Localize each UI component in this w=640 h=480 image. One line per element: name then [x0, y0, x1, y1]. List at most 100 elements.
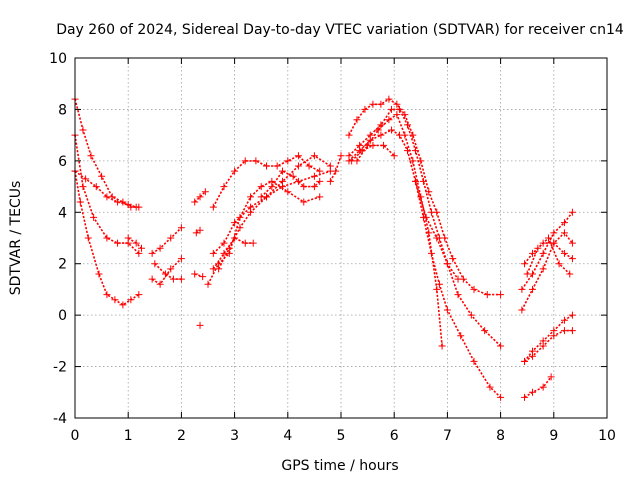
data-point: [518, 285, 526, 293]
y-tick-label: -4: [53, 411, 67, 427]
data-point: [393, 100, 401, 108]
x-tick-label: 2: [177, 428, 186, 444]
data-point: [294, 162, 302, 170]
data-point: [196, 193, 204, 201]
data-point: [523, 270, 531, 278]
series-line: [212, 154, 331, 254]
data-point: [326, 177, 334, 185]
series-line: [212, 236, 254, 270]
series-line: [348, 129, 502, 398]
data-point: [560, 219, 568, 227]
data-point: [79, 183, 87, 191]
data-point: [449, 255, 457, 263]
data-point: [521, 393, 529, 401]
series-track-19: [326, 152, 345, 185]
data-point: [241, 239, 249, 247]
data-point: [177, 255, 185, 263]
x-tick-label: 6: [390, 428, 399, 444]
data-point: [454, 275, 462, 283]
data-point: [385, 116, 393, 124]
data-point: [231, 219, 239, 227]
data-point: [209, 203, 217, 211]
data-point: [156, 280, 164, 288]
data-point: [497, 342, 505, 350]
data-point: [132, 203, 140, 211]
data-point: [305, 162, 313, 170]
series-line: [521, 231, 574, 311]
data-point: [483, 291, 491, 299]
data-point: [529, 347, 537, 355]
data-point: [310, 183, 318, 191]
data-point: [103, 234, 111, 242]
series-track-11: [191, 270, 207, 281]
series-line: [217, 170, 331, 270]
x-tick-label: 4: [283, 428, 292, 444]
data-point: [76, 198, 84, 206]
data-point: [555, 260, 563, 268]
series-line: [154, 263, 182, 280]
x-axis-label: GPS time / hours: [281, 458, 398, 474]
data-point: [467, 311, 475, 319]
data-point: [560, 316, 568, 324]
data-point: [396, 105, 404, 113]
data-point: [151, 260, 159, 268]
data-point: [332, 167, 340, 175]
data-point: [419, 177, 427, 185]
series-track-5: [124, 234, 145, 252]
data-point: [196, 321, 204, 329]
data-point: [257, 183, 265, 191]
data-point: [252, 157, 260, 165]
data-point: [534, 244, 542, 252]
series-track-24: [348, 141, 398, 165]
data-point: [427, 208, 435, 216]
data-point: [388, 126, 396, 134]
series-track-17: [209, 234, 257, 273]
series-line: [523, 242, 573, 265]
x-tick-label: 9: [549, 428, 558, 444]
series-track-10: [192, 226, 204, 237]
data-point: [90, 213, 98, 221]
data-point: [167, 265, 175, 273]
data-point: [369, 141, 377, 149]
series-track-18: [257, 167, 324, 201]
data-point: [443, 260, 451, 268]
data-point: [539, 383, 547, 391]
data-point: [220, 183, 228, 191]
series-track-14: [209, 152, 334, 257]
data-point: [422, 213, 430, 221]
data-point: [454, 291, 462, 299]
data-point: [404, 121, 411, 129]
data-point: [425, 188, 433, 196]
data-point: [310, 152, 318, 160]
data-point: [377, 131, 385, 139]
data-point: [539, 249, 547, 257]
data-point: [209, 249, 217, 257]
series-track-29: [523, 234, 574, 278]
data-point: [358, 147, 366, 155]
data-point: [278, 167, 286, 175]
x-tick-label: 10: [598, 428, 616, 444]
series-track-9: [191, 188, 209, 206]
y-tick-label: 8: [58, 102, 67, 118]
series-track-26: [518, 208, 576, 293]
data-point: [377, 100, 385, 108]
chart-title: Day 260 of 2024, Sidereal Day-to-day VTE…: [56, 22, 624, 38]
data-point: [300, 183, 308, 191]
data-point: [521, 260, 529, 268]
data-point: [191, 270, 199, 278]
data-point: [521, 357, 529, 365]
series-line: [356, 113, 443, 347]
series-track-8: [151, 260, 185, 283]
data-point: [135, 291, 143, 299]
series-line: [194, 191, 206, 203]
data-point: [127, 296, 135, 304]
data-point: [316, 177, 324, 185]
series-line: [74, 98, 139, 208]
data-point: [124, 234, 132, 242]
data-point: [161, 270, 169, 278]
data-point: [374, 126, 382, 134]
data-point: [348, 157, 356, 165]
data-point: [273, 162, 281, 170]
y-tick-label: 4: [58, 205, 67, 221]
series-line: [151, 258, 182, 286]
